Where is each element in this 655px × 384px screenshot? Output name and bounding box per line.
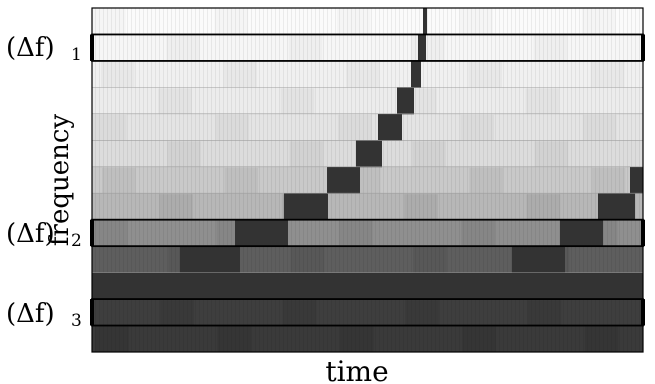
chirp-block-9 [630,166,643,194]
chirp-block-13 [512,246,565,274]
time-grid [92,8,643,352]
delta-f-3-label: (Δf) 3 [6,299,82,331]
band-highlight-left-cap-8 [90,219,94,247]
delta-f-3-subscript: 3 [71,311,82,331]
chirp-block-12 [180,246,240,274]
band-highlight-right-cap-8 [641,219,645,247]
band-highlight-right-cap-1 [641,34,645,61]
ylabel: frequency [45,114,75,247]
band-highlight-right-cap-11 [641,299,645,326]
delta-f-1-subscript: 1 [71,45,82,65]
chirp-block-3 [397,87,414,115]
chirp-block-6 [327,166,360,194]
chirp-block-5 [356,140,382,168]
delta-f-3-symbol: (Δf) [6,299,55,329]
chirp-block-1 [418,34,426,62]
chirp-block-4 [378,113,402,141]
delta-f-1-label: (Δf) 1 [6,33,82,65]
chirp-features [92,8,643,300]
chirp-block-10 [235,219,288,247]
chirp-block-2 [411,60,421,88]
band-highlights [90,33,645,327]
delta-f-2-subscript: 2 [71,231,82,251]
chirp-block-0 [423,8,427,35]
delta-f-2-label: (Δf) 2 [6,219,82,251]
delta-f-2-symbol: (Δf) [6,219,55,249]
chirp-block-14 [92,272,643,300]
xlabel: time [325,355,388,384]
plot-frame [91,7,644,353]
chirp-block-7 [284,193,328,221]
band-highlight-left-cap-1 [90,34,94,61]
chirp-block-8 [598,193,635,221]
plot-area [92,8,643,352]
delta-f-1-symbol: (Δf) [6,33,55,63]
chirp-block-11 [560,219,603,247]
band-highlight-left-cap-11 [90,299,94,326]
